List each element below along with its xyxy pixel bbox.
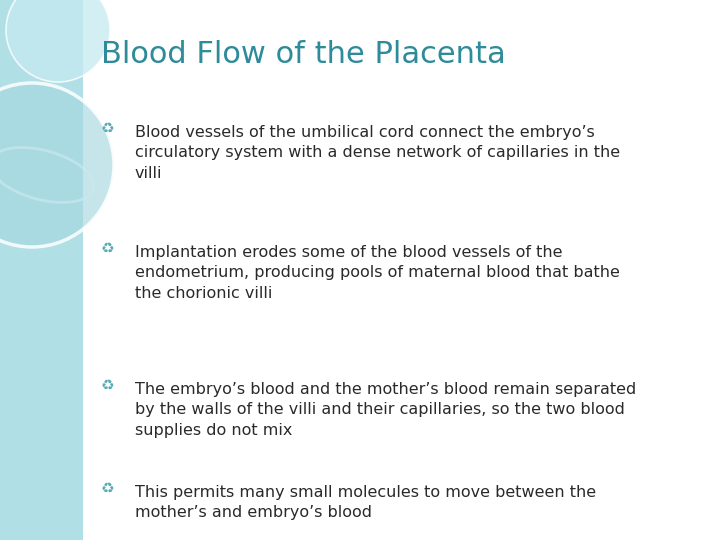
Text: Blood vessels of the umbilical cord connect the embryo’s
circulatory system with: Blood vessels of the umbilical cord conn… (135, 125, 620, 181)
Bar (0, 0, 83, 540)
Text: ♻: ♻ (101, 481, 114, 496)
Text: The embryo’s blood and the mother’s blood remain separated
by the walls of the v: The embryo’s blood and the mother’s bloo… (135, 382, 636, 438)
Text: This permits many small molecules to move between the
mother’s and embryo’s bloo: This permits many small molecules to mov… (135, 485, 596, 521)
Circle shape (6, 0, 110, 82)
Circle shape (0, 83, 114, 247)
Text: ♻: ♻ (101, 241, 114, 256)
Text: Implantation erodes some of the blood vessels of the
endometrium, producing pool: Implantation erodes some of the blood ve… (135, 245, 620, 301)
Text: Blood Flow of the Placenta: Blood Flow of the Placenta (101, 40, 505, 69)
Text: ♻: ♻ (101, 378, 114, 393)
Text: ♻: ♻ (101, 121, 114, 136)
